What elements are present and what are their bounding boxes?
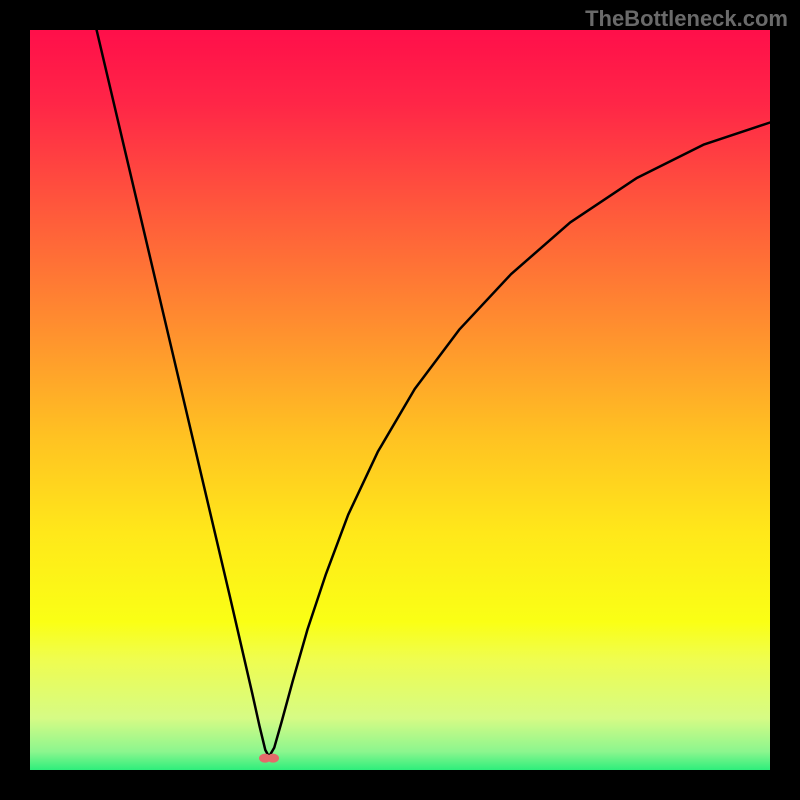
watermark-text: TheBottleneck.com — [585, 6, 788, 32]
plot-background — [30, 30, 770, 770]
optimum-marker — [259, 754, 279, 763]
chart-svg — [0, 0, 800, 800]
bottleneck-chart: TheBottleneck.com — [0, 0, 800, 800]
